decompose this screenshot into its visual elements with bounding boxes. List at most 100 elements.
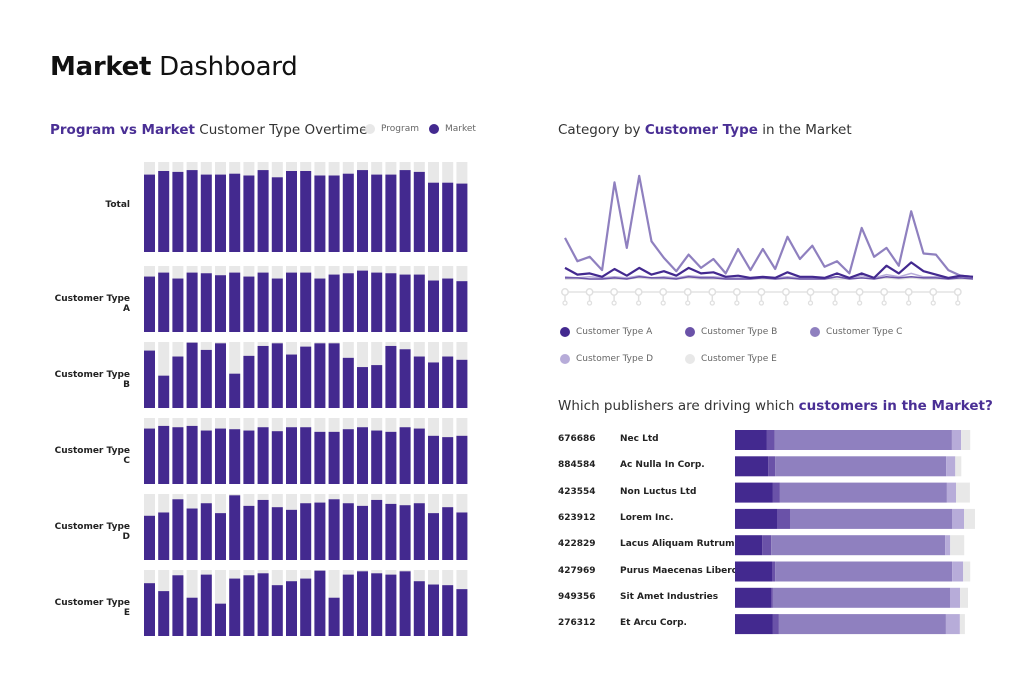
segment-customer-type-b	[777, 508, 790, 529]
market-bar	[399, 571, 411, 636]
market-bar	[428, 362, 439, 408]
market-bar	[257, 272, 269, 332]
category-title-post: in the Market	[757, 122, 852, 138]
x-axis-tick-end	[881, 300, 887, 306]
segment-customer-type-e	[955, 456, 962, 477]
market-bar	[229, 495, 241, 560]
market-bar	[314, 502, 326, 560]
publisher-id: 884584	[558, 460, 596, 471]
market-bar	[215, 275, 226, 332]
market-bar	[342, 503, 354, 560]
market-bar	[456, 435, 468, 484]
market-bar	[371, 499, 383, 560]
market-bar	[328, 175, 340, 252]
market-bar	[314, 278, 326, 332]
page-title-light: Dashboard	[159, 52, 298, 82]
publisher-name: Ac Nulla In Corp.	[620, 460, 705, 471]
legend-type-b-label: Customer Type B	[701, 327, 778, 337]
legend-type-b: Customer Type B	[685, 327, 777, 337]
market-bar	[229, 272, 241, 332]
market-bar	[186, 342, 198, 408]
market-bar	[456, 589, 468, 636]
x-axis-tick-end	[586, 300, 593, 306]
market-bar	[300, 346, 312, 408]
market-bar	[428, 280, 439, 332]
market-bar	[300, 503, 312, 560]
market-bar	[428, 182, 439, 252]
market-bar	[257, 573, 269, 636]
market-bar	[243, 505, 255, 560]
x-axis-tick-end	[758, 300, 765, 306]
segment-customer-type-d	[952, 561, 964, 582]
segment-customer-type-c	[775, 561, 953, 582]
program-bar	[158, 342, 170, 408]
market-bar	[144, 174, 155, 252]
market-bar	[357, 270, 368, 332]
segment-customer-type-a	[735, 614, 773, 635]
market-bar	[158, 425, 170, 484]
market-bar	[314, 570, 326, 636]
market-bar	[144, 276, 155, 332]
overtime-title-highlight: Program vs Market	[50, 122, 195, 138]
market-bar	[243, 175, 255, 252]
segment-customer-type-d	[946, 614, 960, 635]
market-bar	[371, 174, 383, 252]
publisher-id: 423554	[558, 486, 596, 497]
market-bar	[385, 273, 397, 332]
market-swatch-icon	[429, 124, 439, 134]
market-bar	[215, 513, 226, 560]
market-bar	[200, 430, 212, 484]
market-bar	[413, 428, 425, 484]
row-label-type-c: Customer Type C	[54, 446, 130, 466]
market-bar	[257, 345, 269, 408]
market-bar	[271, 585, 283, 636]
market-bar	[257, 170, 269, 252]
legend-type-c-label: Customer Type C	[826, 327, 903, 337]
publisher-id: 427969	[558, 565, 596, 576]
market-bar	[399, 349, 411, 408]
legend-type-e-label: Customer Type E	[701, 354, 777, 364]
market-bar	[456, 359, 468, 408]
publisher-id: 276312	[558, 618, 596, 629]
x-axis-tick-end	[856, 300, 863, 306]
segment-customer-type-b	[771, 587, 773, 608]
segment-customer-type-c	[775, 456, 947, 477]
segment-customer-type-d	[946, 482, 956, 503]
market-bar	[442, 437, 454, 484]
market-bar	[357, 427, 368, 484]
segment-customer-type-b	[772, 614, 779, 635]
market-bar	[456, 281, 468, 332]
publisher-name: Lorem Inc.	[620, 512, 674, 523]
market-bar	[442, 356, 454, 408]
segment-customer-type-e	[950, 535, 965, 556]
market-bar	[172, 356, 184, 408]
market-bar	[385, 574, 397, 636]
x-axis-tick-end	[636, 300, 642, 306]
segment-customer-type-c	[790, 508, 952, 529]
market-bar	[243, 276, 255, 332]
market-bar	[229, 173, 241, 252]
market-bar	[300, 427, 312, 484]
x-axis-tick-end	[734, 300, 740, 306]
legend-program: Program	[365, 124, 419, 134]
market-bar	[314, 343, 326, 408]
segment-customer-type-e	[959, 614, 965, 635]
market-bar	[271, 343, 283, 408]
market-bar	[399, 505, 411, 560]
page-title: Market Dashboard	[50, 52, 298, 82]
market-bar	[257, 427, 269, 484]
segment-customer-type-d	[950, 587, 961, 608]
publisher-name: Nec Ltd	[620, 434, 659, 444]
market-bar	[200, 349, 212, 408]
segment-customer-type-c	[772, 587, 950, 608]
market-bar	[300, 272, 312, 332]
market-bar	[442, 507, 454, 560]
market-bar	[158, 171, 170, 252]
legend-type-e: Customer Type E	[685, 354, 777, 364]
legend-type-d: Customer Type D	[560, 354, 653, 364]
market-bar	[271, 177, 283, 252]
segment-customer-type-d	[945, 535, 951, 556]
segment-customer-type-e	[961, 430, 971, 450]
segment-customer-type-b	[772, 561, 776, 582]
legend-type-a: Customer Type A	[560, 327, 652, 337]
